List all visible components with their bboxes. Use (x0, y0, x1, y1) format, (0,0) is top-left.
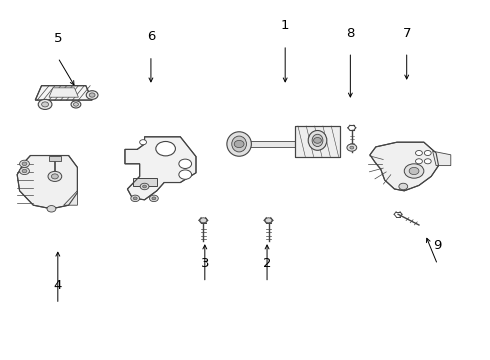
Circle shape (350, 146, 354, 149)
Polygon shape (239, 141, 313, 147)
Polygon shape (35, 86, 92, 100)
Text: 5: 5 (53, 32, 62, 45)
Text: 7: 7 (402, 27, 411, 40)
Circle shape (48, 171, 62, 181)
Circle shape (152, 197, 156, 200)
Text: 9: 9 (433, 239, 442, 252)
Polygon shape (17, 156, 77, 209)
Text: 6: 6 (147, 30, 155, 43)
Circle shape (89, 93, 95, 97)
Circle shape (131, 195, 140, 202)
Circle shape (20, 160, 29, 167)
Circle shape (424, 159, 431, 164)
Polygon shape (433, 151, 451, 166)
Circle shape (86, 91, 98, 99)
Circle shape (424, 150, 431, 156)
Circle shape (265, 218, 272, 223)
Circle shape (22, 162, 27, 166)
Ellipse shape (232, 136, 246, 152)
Ellipse shape (312, 134, 323, 147)
Circle shape (140, 140, 147, 145)
Circle shape (399, 183, 408, 190)
Polygon shape (64, 191, 77, 205)
Polygon shape (49, 88, 78, 97)
Ellipse shape (227, 132, 251, 156)
Circle shape (42, 102, 49, 107)
Text: 3: 3 (200, 257, 209, 270)
Circle shape (74, 103, 78, 106)
Circle shape (179, 170, 192, 179)
Polygon shape (370, 142, 439, 191)
Circle shape (200, 218, 207, 223)
Circle shape (140, 183, 149, 190)
Circle shape (416, 150, 422, 156)
Circle shape (149, 195, 158, 202)
Polygon shape (49, 156, 61, 161)
Circle shape (51, 174, 58, 179)
Circle shape (234, 140, 244, 148)
Circle shape (71, 101, 81, 108)
Circle shape (404, 164, 424, 178)
Polygon shape (295, 126, 340, 157)
Text: 8: 8 (346, 27, 355, 40)
Circle shape (20, 167, 29, 175)
Polygon shape (125, 137, 196, 200)
Circle shape (133, 197, 137, 200)
Circle shape (347, 144, 357, 151)
Circle shape (47, 206, 56, 212)
Circle shape (409, 167, 419, 175)
Circle shape (38, 99, 52, 109)
Polygon shape (133, 178, 157, 186)
Circle shape (156, 141, 175, 156)
Circle shape (314, 138, 321, 143)
Circle shape (22, 169, 27, 173)
Ellipse shape (308, 130, 327, 150)
Circle shape (179, 159, 192, 168)
Text: 1: 1 (281, 19, 290, 32)
Text: 4: 4 (53, 279, 62, 292)
Text: 2: 2 (263, 257, 271, 270)
Circle shape (143, 185, 147, 188)
Circle shape (416, 159, 422, 164)
